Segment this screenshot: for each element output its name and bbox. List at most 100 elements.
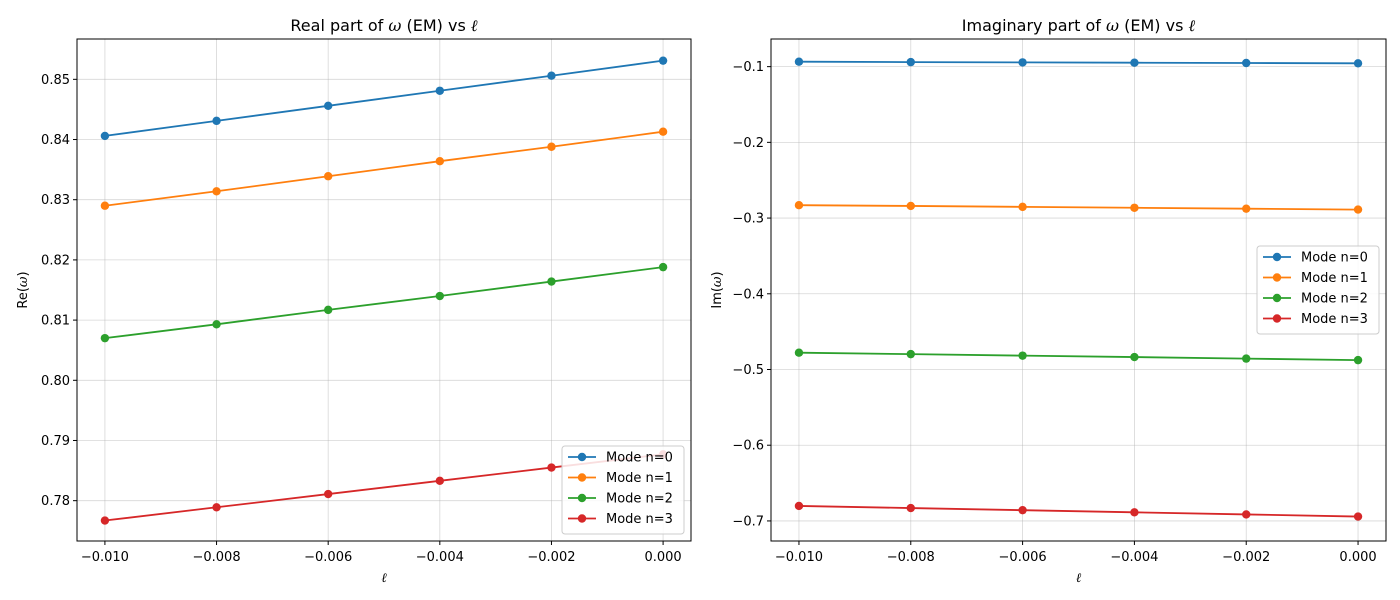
x-tick-label: 0.000	[1339, 550, 1376, 565]
data-point-n3	[1353, 512, 1363, 521]
legend-swatch-marker	[1272, 273, 1282, 282]
data-point-n3	[906, 503, 915, 513]
data-point-n1	[435, 156, 445, 166]
legend-label: Mode n=2	[606, 492, 673, 507]
legend-swatch-marker	[577, 493, 587, 503]
chart-title-prefix: Real part of	[290, 16, 388, 35]
y-tick-label: −0.6	[732, 439, 764, 454]
data-point-n0	[100, 131, 110, 141]
chart-title-prefix: Imaginary part of	[962, 16, 1106, 35]
series-line-n2	[798, 351, 1359, 362]
y-tick-label: 0.82	[41, 253, 70, 268]
x-tick-label: −0.004	[416, 550, 464, 565]
y-axis-label-suffix: )	[710, 271, 725, 276]
data-point-n1	[212, 187, 221, 196]
data-point-n0	[1018, 58, 1027, 67]
y-tick-label: −0.5	[732, 363, 764, 378]
legend-swatch-marker	[577, 473, 587, 482]
y-tick-label: −0.1	[732, 60, 764, 75]
x-tick-label: −0.010	[81, 550, 129, 565]
chart-title-ell: ℓ	[471, 16, 478, 35]
data-point-n0	[1242, 58, 1251, 68]
y-tick-label: 0.85	[41, 73, 70, 88]
data-point-n0	[906, 57, 915, 67]
legend-label: Mode n=0	[606, 451, 673, 466]
y-tick-label: 0.84	[41, 133, 70, 148]
data-point-n3	[212, 503, 221, 512]
y-tick-label: −0.2	[732, 136, 764, 151]
data-point-n3	[100, 516, 110, 525]
chart-title-suffix: (EM) vs	[1119, 16, 1188, 35]
data-point-n1	[1242, 204, 1251, 213]
legend: Mode n=0 Mode n=1 Mode n=2 Mode n=3	[1256, 245, 1380, 335]
data-point-n0	[435, 86, 445, 95]
series-line-n1	[798, 204, 1359, 211]
legend-label: Mode n=2	[1301, 292, 1368, 307]
data-point-n0	[547, 71, 556, 80]
data-point-n3	[435, 476, 445, 486]
legend: Mode n=0 Mode n=1 Mode n=2 Mode n=3	[561, 445, 685, 535]
data-point-n1	[794, 200, 804, 210]
y-tick-label: 0.79	[41, 434, 70, 449]
data-point-n2	[435, 291, 445, 301]
data-point-n2	[323, 305, 333, 315]
legend-swatch-marker	[1272, 252, 1282, 262]
series-line-n3	[798, 505, 1359, 518]
x-tick-label: −0.002	[1222, 550, 1270, 565]
data-point-n3	[547, 463, 556, 472]
legend-swatch-marker	[1272, 293, 1282, 303]
legend-label: Mode n=1	[606, 471, 673, 486]
chart-title: Real part of ω (EM) vs ℓ	[290, 16, 478, 35]
data-point-n3	[323, 489, 333, 499]
data-point-n2	[212, 320, 221, 329]
y-axis-label: Im(ω)	[710, 271, 725, 308]
chart-panel-2: −0.010 −0.008 −0.006 −0.004 −0.002 0.000 −0.7 −…	[710, 16, 1387, 586]
chart-title-omega: ω	[1106, 16, 1119, 35]
data-point-n3	[1018, 505, 1027, 515]
y-tick-label: −0.4	[732, 287, 764, 302]
y-tick-label: 0.78	[41, 494, 70, 509]
data-point-n1	[100, 201, 110, 210]
data-point-n2	[1130, 352, 1139, 362]
data-point-n2	[1242, 354, 1251, 363]
legend-box	[1256, 245, 1380, 335]
y-axis-label-omega: ω	[710, 276, 725, 287]
x-axis-label: ℓ	[1076, 571, 1082, 586]
data-point-n1	[1130, 203, 1139, 212]
data-point-n3	[794, 501, 804, 511]
data-point-n2	[1353, 355, 1363, 365]
legend-label: Mode n=1	[1301, 271, 1368, 286]
data-point-n0	[658, 56, 668, 65]
data-point-n3	[1130, 508, 1139, 517]
data-point-n0	[1130, 58, 1139, 67]
data-point-n2	[658, 262, 668, 272]
chart-title-suffix: (EM) vs	[401, 16, 470, 35]
legend-swatch-marker	[577, 452, 587, 462]
x-tick-label: −0.006	[999, 550, 1047, 565]
x-tick-label: −0.006	[304, 550, 352, 565]
x-tick-label: −0.010	[775, 550, 823, 565]
y-tick-label: 0.80	[41, 374, 70, 389]
axes-frame	[76, 38, 692, 542]
y-axis-label: Re(ω)	[16, 271, 31, 308]
series-line-n0	[798, 60, 1359, 65]
x-tick-label: −0.008	[887, 550, 935, 565]
x-tick-label: 0.000	[644, 550, 681, 565]
chart-panel-1: −0.010 −0.008 −0.006 −0.004 −0.002 0.000 0.78 0…	[16, 16, 692, 586]
data-point-n1	[906, 201, 915, 211]
chart-title: Imaginary part of ω (EM) vs ℓ	[962, 16, 1196, 35]
legend-swatch-marker	[577, 514, 587, 523]
data-point-n3	[1242, 510, 1251, 519]
legend-label: Mode n=0	[1301, 251, 1368, 266]
data-point-n1	[323, 172, 333, 181]
data-point-n0	[1353, 59, 1363, 68]
data-point-n1	[547, 142, 556, 151]
series-line-n1	[104, 130, 664, 207]
data-point-n1	[1353, 205, 1363, 214]
y-axis-label-prefix: Im(	[710, 287, 725, 309]
series-line-n0	[104, 59, 664, 137]
x-tick-label: −0.002	[527, 550, 575, 565]
legend-label: Mode n=3	[1301, 312, 1368, 327]
y-tick-label: 0.81	[41, 314, 70, 329]
